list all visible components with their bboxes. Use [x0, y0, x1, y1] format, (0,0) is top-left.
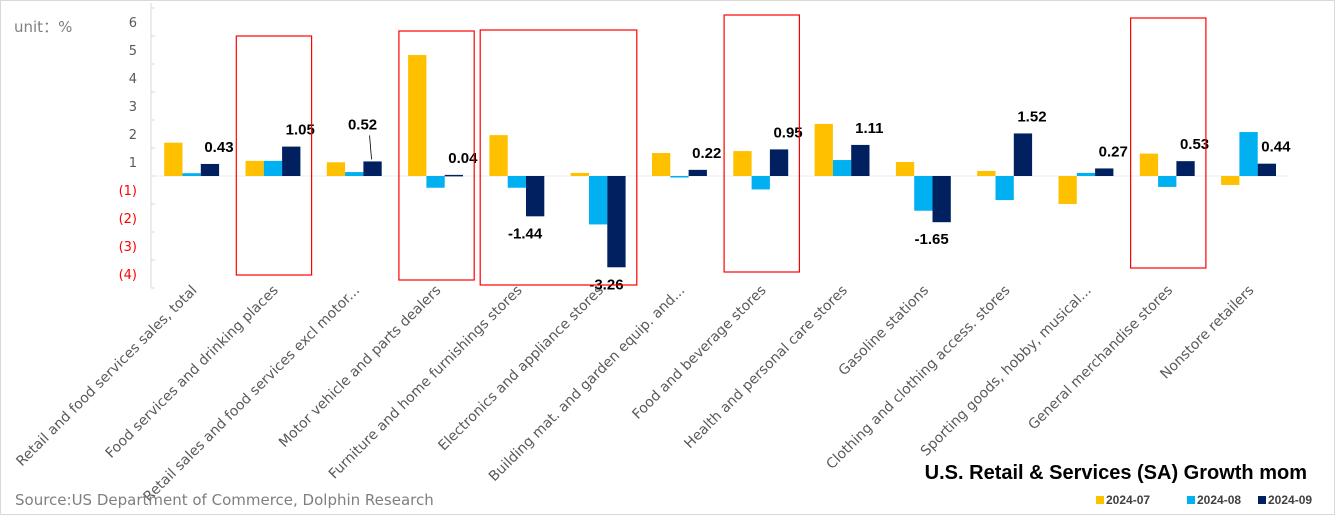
bar-2024-09: [688, 169, 707, 176]
highlight-box: [398, 30, 475, 281]
bar-2024-09: [1013, 133, 1033, 176]
bar-2024-08: [1158, 176, 1177, 187]
bar-2024-07: [570, 172, 589, 176]
category-label: Sporting goods, hobby, musical...: [918, 283, 1095, 460]
bar-2024-08: [832, 160, 852, 176]
bar-2024-07: [1058, 176, 1077, 204]
bar-2024-07: [733, 151, 752, 176]
category-label: Food and beverage stores: [629, 283, 769, 423]
bar-2024-07: [895, 162, 915, 176]
data-label: 1.05: [286, 122, 315, 139]
y-tick-label: 6: [129, 16, 137, 31]
unit-label: unit：%: [14, 18, 72, 36]
legend-swatch: [1258, 496, 1266, 504]
data-label: -1.44: [508, 225, 543, 242]
y-tick-label: (4): [119, 268, 137, 283]
legend-label: 2024-07: [1106, 493, 1150, 507]
bar-2024-08: [1239, 132, 1258, 176]
y-tick-label: (2): [119, 212, 137, 227]
bar-2024-09: [851, 144, 870, 176]
data-label: 0.95: [773, 124, 802, 141]
category-label: Clothing and clothing access. stores: [823, 283, 1013, 473]
bar-2024-09: [1176, 161, 1195, 176]
y-tick-label: 4: [129, 72, 137, 87]
bar-2024-09: [526, 176, 545, 217]
data-label: 0.22: [692, 145, 721, 162]
bar-2024-09: [1257, 163, 1276, 176]
data-label: 0.04: [448, 150, 478, 167]
bar-2024-08: [345, 172, 364, 176]
bar-2024-09: [932, 176, 951, 223]
bar-2024-07: [408, 55, 427, 176]
category-label: General merchandise stores: [1025, 283, 1176, 434]
bar-2024-07: [326, 162, 346, 176]
highlight-box: [235, 35, 313, 276]
y-tick-label: 5: [129, 44, 137, 59]
bar-2024-08: [1076, 172, 1096, 176]
bar-2024-09: [282, 146, 301, 176]
data-label: 0.53: [1180, 136, 1209, 153]
bar-2024-07: [1139, 153, 1159, 176]
category-label: Electronics and appliance stores: [435, 283, 607, 455]
category-label: Nonstore retailers: [1157, 283, 1257, 383]
bar-2024-08: [914, 176, 933, 211]
data-label: -1.65: [915, 231, 949, 248]
legend-swatch: [1096, 496, 1104, 504]
data-label: 1.11: [855, 120, 883, 137]
bar-2024-08: [751, 176, 770, 190]
legend-label: 2024-09: [1268, 493, 1312, 507]
highlight-box: [479, 29, 638, 286]
bar-2024-09: [769, 149, 789, 176]
bar-2024-07: [1221, 176, 1240, 185]
y-tick-label: (1): [119, 184, 137, 199]
bar-2024-07: [814, 123, 833, 176]
y-tick-label: 2: [129, 128, 137, 143]
category-label: Gasoline stations: [836, 283, 933, 380]
chart-title: U.S. Retail & Services (SA) Growth mom: [925, 462, 1307, 484]
bar-2024-07: [652, 153, 671, 176]
bar-2024-09: [444, 174, 463, 177]
category-label: Food services and drinking places: [103, 283, 282, 462]
category-label: Motor vehicle and parts dealers: [276, 283, 444, 451]
bar-2024-08: [263, 160, 283, 176]
bar-2024-08: [426, 176, 445, 188]
data-label: 0.52: [348, 116, 377, 133]
legend-swatch: [1187, 496, 1195, 504]
bar-2024-08: [589, 176, 608, 225]
data-label: 0.43: [204, 139, 233, 156]
data-label: 0.44: [1261, 139, 1291, 156]
bar-2024-07: [489, 135, 508, 176]
bar-2024-09: [363, 161, 382, 176]
highlight-box: [1129, 17, 1207, 269]
y-tick-label: 1: [129, 156, 137, 171]
bar-2024-09: [200, 163, 220, 176]
bar-2024-09: [1095, 168, 1114, 176]
highlight-box: [723, 14, 800, 273]
legend-label: 2024-08: [1197, 493, 1241, 507]
source-note: Source:US Department of Commerce, Dolphi…: [15, 491, 434, 509]
bar-2024-08: [507, 176, 526, 188]
category-label: Health and personal care stores: [681, 283, 850, 452]
y-tick-label: 3: [129, 100, 137, 115]
y-tick-label: (3): [119, 240, 137, 255]
bar-2024-08: [670, 176, 689, 178]
bar-2024-07: [977, 170, 996, 176]
category-label: Retail and food services sales, total: [13, 283, 200, 470]
bar-2024-07: [245, 160, 264, 176]
data-label-leader: [369, 135, 372, 160]
bar-2024-07: [164, 142, 183, 176]
bar-2024-09: [607, 176, 626, 268]
data-label: 0.27: [1099, 143, 1128, 160]
data-label: 1.52: [1017, 108, 1046, 125]
bar-2024-08: [995, 176, 1014, 201]
bar-2024-08: [182, 173, 201, 176]
